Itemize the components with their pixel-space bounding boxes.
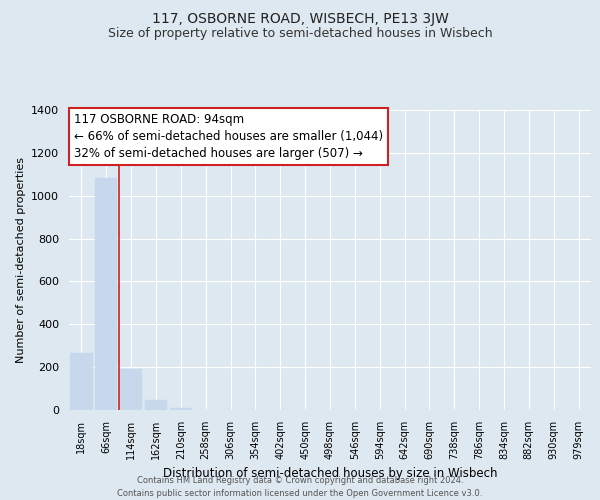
Text: Size of property relative to semi-detached houses in Wisbech: Size of property relative to semi-detach… xyxy=(107,28,493,40)
Bar xyxy=(145,400,167,410)
Bar xyxy=(70,353,92,410)
Text: 117, OSBORNE ROAD, WISBECH, PE13 3JW: 117, OSBORNE ROAD, WISBECH, PE13 3JW xyxy=(152,12,448,26)
Bar xyxy=(170,408,192,410)
X-axis label: Distribution of semi-detached houses by size in Wisbech: Distribution of semi-detached houses by … xyxy=(163,468,497,480)
Text: Contains HM Land Registry data © Crown copyright and database right 2024.
Contai: Contains HM Land Registry data © Crown c… xyxy=(118,476,482,498)
Text: 117 OSBORNE ROAD: 94sqm
← 66% of semi-detached houses are smaller (1,044)
32% of: 117 OSBORNE ROAD: 94sqm ← 66% of semi-de… xyxy=(74,113,383,160)
Bar xyxy=(95,178,118,410)
Bar xyxy=(120,368,142,410)
Y-axis label: Number of semi-detached properties: Number of semi-detached properties xyxy=(16,157,26,363)
